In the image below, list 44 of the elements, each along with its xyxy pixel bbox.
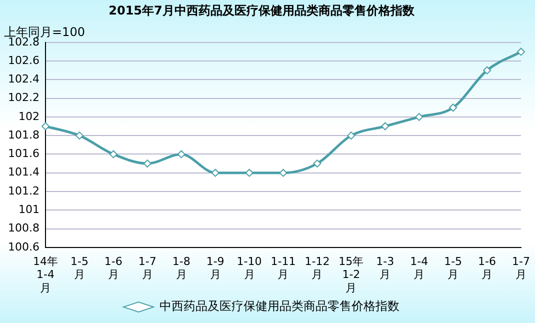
x-tick-label: 1-5 月 xyxy=(444,254,462,282)
x-tick-label: 1-8 月 xyxy=(172,254,190,282)
y-tick-label: 100.6 xyxy=(8,240,40,254)
point xyxy=(415,112,424,121)
x-tick-label: 15年 1-2 月 xyxy=(338,254,364,294)
point xyxy=(279,168,288,177)
point xyxy=(75,132,84,140)
y-tick-label: 101.2 xyxy=(8,184,40,198)
point xyxy=(483,66,492,74)
x-tick-label: 1-7 月 xyxy=(138,254,156,282)
point xyxy=(41,122,50,130)
y-tick-label: 102.6 xyxy=(8,54,40,67)
point xyxy=(347,132,356,140)
point xyxy=(381,122,390,130)
x-tick-label: 1-12 月 xyxy=(304,254,330,282)
y-tick-label: 102.4 xyxy=(8,72,40,86)
y-tick-label: 101.6 xyxy=(8,147,40,160)
point xyxy=(245,168,254,177)
x-tick-label: 14年 1-4 月 xyxy=(32,254,58,294)
point xyxy=(177,150,186,158)
x-tick-label: 1-6 月 xyxy=(478,254,496,282)
y-axis-title: 上年同月=100 xyxy=(4,24,85,39)
point xyxy=(109,150,118,158)
y-tick-label: 101.4 xyxy=(8,166,40,179)
x-tick-label: 1-9 月 xyxy=(206,254,224,282)
x-tick-label: 1-5 月 xyxy=(70,254,88,282)
x-tick-label: 1-11 月 xyxy=(270,254,296,282)
x-tick-label: 1-4 月 xyxy=(410,254,428,282)
y-tick-label: 101 xyxy=(18,202,40,216)
y-tick-label: 102.2 xyxy=(8,91,40,104)
x-tick-label: 1-3 月 xyxy=(376,254,394,282)
x-tick-label: 1-7 月 xyxy=(512,254,530,282)
y-tick-label: 100.8 xyxy=(8,222,40,235)
y-tick-label: 102 xyxy=(18,110,40,123)
point xyxy=(211,168,220,177)
x-tick-label: 1-10 月 xyxy=(236,254,262,282)
point xyxy=(517,48,525,56)
chart-title: 2015年7月中西药品及医疗保健用品类商品零售价格指数 xyxy=(108,3,416,18)
point xyxy=(449,104,458,112)
y-tick-label: 101.8 xyxy=(8,128,40,142)
point xyxy=(313,160,322,168)
point xyxy=(143,160,152,168)
legend-label: 中西药品及医疗保健用品类商品零售价格指数 xyxy=(160,299,400,314)
x-tick-label: 1-6 月 xyxy=(104,254,122,282)
